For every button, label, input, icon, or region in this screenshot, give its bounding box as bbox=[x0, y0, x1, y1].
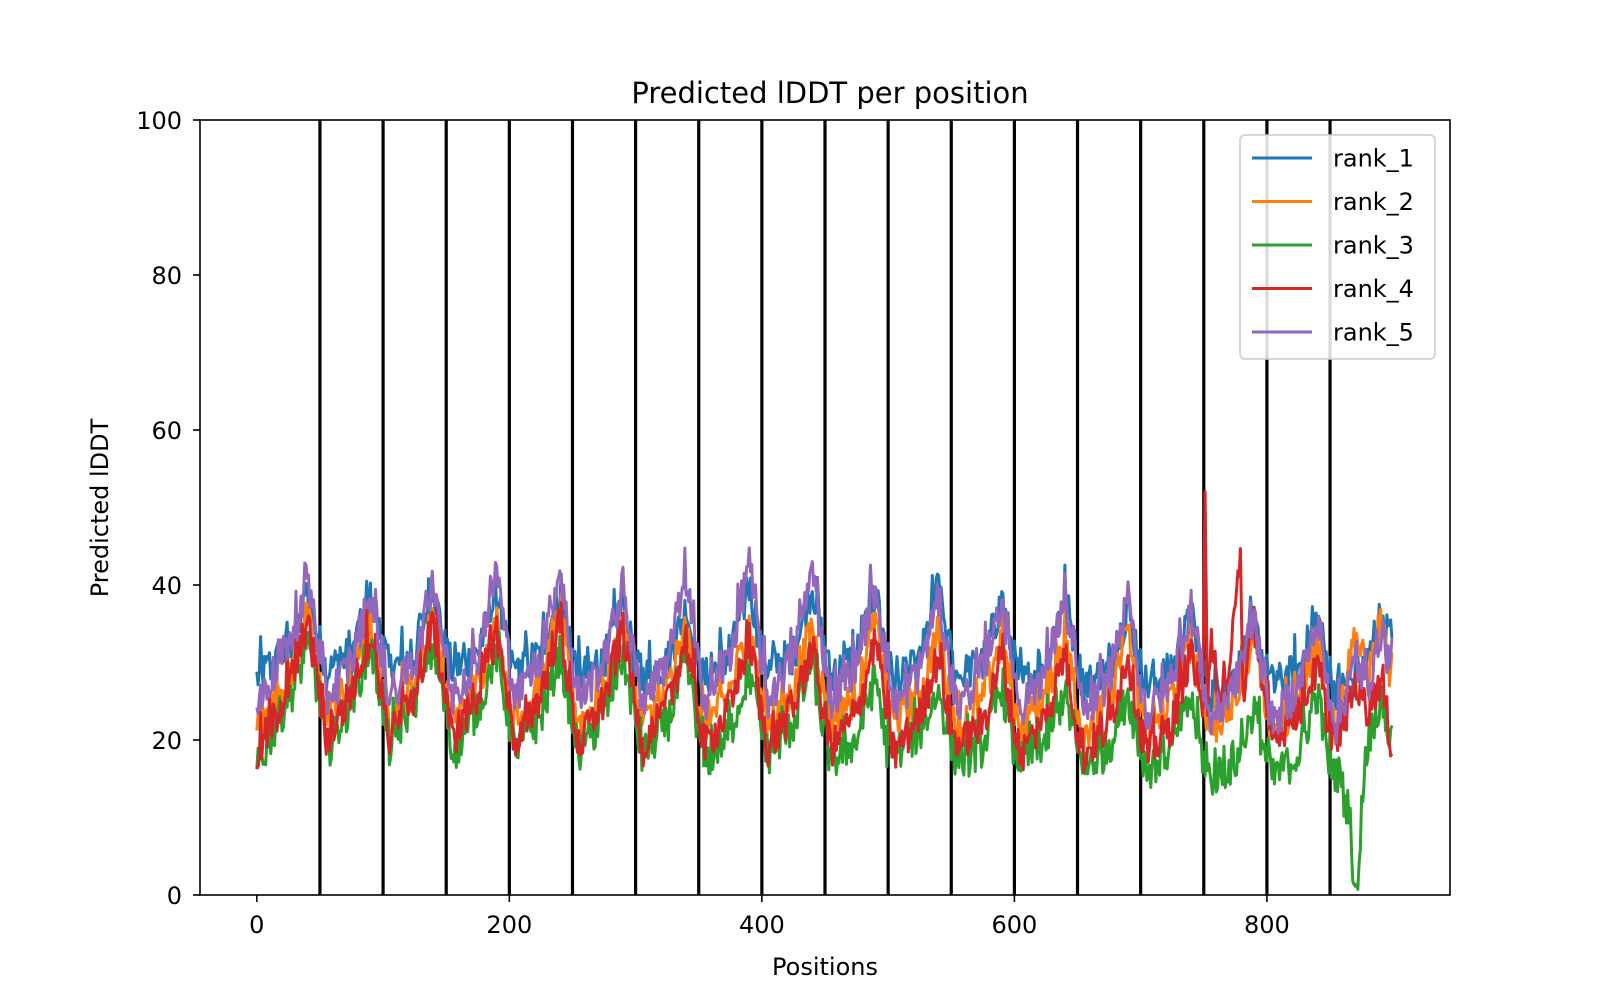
legend-items: rank_1 rank_2 rank_3 rank_4 rank_5 bbox=[1252, 145, 1414, 347]
plot-area bbox=[199, 119, 1451, 896]
y-axis-ticks: 0 20 40 60 80 100 bbox=[136, 107, 200, 910]
x-tick-label: 600 bbox=[991, 911, 1037, 939]
series-lines bbox=[255, 490, 1394, 891]
y-axis-title: Predicted lDDT bbox=[86, 418, 114, 597]
x-axis-ticks: 0 200 400 600 800 bbox=[249, 895, 1290, 939]
chart-title: Predicted lDDT per position bbox=[631, 76, 1028, 110]
legend-label-rank_5: rank_5 bbox=[1333, 319, 1414, 347]
x-tick-label: 0 bbox=[249, 911, 264, 939]
x-tick-label: 200 bbox=[486, 911, 532, 939]
y-tick-label: 40 bbox=[151, 572, 182, 600]
x-tick-label: 800 bbox=[1244, 911, 1290, 939]
legend: rank_1 rank_2 rank_3 rank_4 rank_5 bbox=[1239, 134, 1436, 360]
y-tick-label: 20 bbox=[151, 727, 182, 755]
y-tick-label: 100 bbox=[136, 107, 182, 135]
series-line-rank_5 bbox=[255, 546, 1394, 745]
x-tick-label: 400 bbox=[739, 911, 785, 939]
legend-frame bbox=[1239, 134, 1436, 360]
legend-label-rank_2: rank_2 bbox=[1333, 188, 1414, 216]
y-tick-label: 80 bbox=[151, 262, 182, 290]
legend-label-rank_4: rank_4 bbox=[1333, 275, 1414, 303]
x-axis-title: Positions bbox=[772, 953, 878, 981]
axes-frame bbox=[199, 119, 1451, 896]
legend-label-rank_3: rank_3 bbox=[1333, 232, 1414, 260]
y-tick-label: 0 bbox=[167, 882, 182, 910]
y-tick-label: 60 bbox=[151, 417, 182, 445]
legend-label-rank_1: rank_1 bbox=[1333, 145, 1414, 173]
